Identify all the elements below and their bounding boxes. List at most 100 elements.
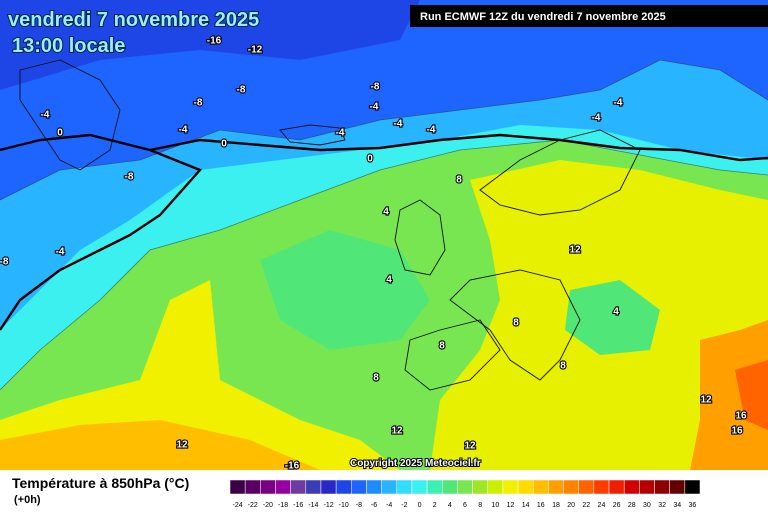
map-title: vendredi 7 novembre 2025 xyxy=(8,9,259,31)
colorbar-swatch xyxy=(366,479,382,495)
britain-coast xyxy=(394,199,446,276)
colorbar-label: -14 xyxy=(308,502,318,509)
colorbar-label: -4 xyxy=(386,502,392,509)
colorbar: -24 -22 -20 -18 -16 -14 -12 -10 -8 -6 -4 -2 0 2 4 6 8 10 1… xyxy=(229,479,701,509)
colorbar-label: 18 xyxy=(552,502,560,509)
colorbar-label: -20 xyxy=(263,502,273,509)
contour-label: 8 xyxy=(513,318,519,329)
colorbar-swatch xyxy=(548,479,564,495)
contour-label: 0 xyxy=(367,154,373,165)
contour-label: 12 xyxy=(464,441,476,452)
legend-step: (+0h) xyxy=(14,494,41,506)
contour-label: 12 xyxy=(569,245,581,256)
contour-label: 8 xyxy=(439,341,445,352)
contour-label: -4 xyxy=(336,128,345,139)
colorbar-label: -12 xyxy=(323,502,333,509)
run-box xyxy=(410,5,768,27)
south-hot xyxy=(0,420,320,470)
colorbar-label: 14 xyxy=(522,502,530,509)
colorbar-swatch xyxy=(532,479,549,495)
colorbar-swatch xyxy=(290,479,307,495)
contour-label: 4 xyxy=(613,307,619,318)
colorbar-swatch xyxy=(396,479,413,495)
map xyxy=(0,0,768,470)
contour-label: -16 xyxy=(207,36,222,47)
colorbar-swatch xyxy=(669,479,686,495)
contour-label: -8 xyxy=(125,172,134,183)
contour-label: 4 xyxy=(383,207,389,218)
colorbar-swatch xyxy=(381,479,398,495)
east-hotter xyxy=(735,360,768,430)
colorbar-label: 26 xyxy=(613,502,621,509)
contour-label: 12 xyxy=(700,395,712,406)
contour-labels: -16 -12 -8 -4 -8 -8 -4 0 -4 -4 -4 0 -4 -… xyxy=(0,35,748,473)
south-warm xyxy=(0,280,400,470)
colorbar-label: 6 xyxy=(463,502,467,509)
colorbar-label: -6 xyxy=(371,502,377,509)
colorbar-label: 20 xyxy=(567,502,575,509)
isotherm xyxy=(0,59,768,201)
contour-label: -4 xyxy=(56,247,65,258)
colorbar-label: 28 xyxy=(628,502,636,509)
contour-label: -12 xyxy=(248,45,263,56)
iberia-coast xyxy=(404,319,501,391)
colorbar-swatch xyxy=(335,479,352,495)
contour-label: 0 xyxy=(57,128,63,139)
colorbar-swatch xyxy=(623,479,640,495)
colorbar-swatch xyxy=(411,479,428,495)
colorbar-swatch xyxy=(457,479,473,495)
colorbar-swatch xyxy=(684,479,701,495)
contour-label: -4 xyxy=(614,98,623,109)
colorbar-swatch xyxy=(275,479,291,495)
contour-label: 8 xyxy=(456,175,462,186)
colorbar-swatch xyxy=(639,479,655,495)
colorbar-label: 2 xyxy=(433,502,437,509)
colorbar-swatch xyxy=(244,479,261,495)
colorbar-swatch xyxy=(517,479,534,495)
colorbar-label: -16 xyxy=(293,502,303,509)
contour-label: -8 xyxy=(371,82,380,93)
colorbar-label: 32 xyxy=(658,502,666,509)
colorbar-label: -24 xyxy=(233,502,243,509)
colorbar-swatch xyxy=(472,479,488,495)
contour-label: 12 xyxy=(176,440,188,451)
colorbar-label: 22 xyxy=(582,502,590,509)
contour-label: 8 xyxy=(373,373,379,384)
isotherm xyxy=(0,139,768,391)
colorbar-label: -18 xyxy=(278,502,288,509)
carpathian-cool xyxy=(565,280,660,355)
copyright: Copyright 2025 Meteociel.fr xyxy=(350,458,481,469)
contour-label: 8 xyxy=(560,361,566,372)
colorbar-label: 24 xyxy=(598,502,606,509)
contour-label: -4 xyxy=(427,125,436,136)
colorbar-swatch xyxy=(351,479,367,495)
colorbar-label: -2 xyxy=(401,502,407,509)
contour-label: 4 xyxy=(386,275,392,286)
colorbar-swatch xyxy=(305,479,322,495)
contour-label: 12 xyxy=(391,426,403,437)
contour-label: -8 xyxy=(237,85,246,96)
colorbar-label: -8 xyxy=(356,502,362,509)
colorbar-swatch xyxy=(260,479,276,495)
colorbar-swatch xyxy=(442,479,458,495)
contour-label: -8 xyxy=(0,257,9,268)
colorbar-label: -10 xyxy=(339,502,349,509)
contour-label: -4 xyxy=(179,125,188,136)
colorbar-label: 34 xyxy=(673,502,681,509)
cold-area xyxy=(0,0,420,90)
colorbar-swatch xyxy=(502,479,519,495)
colorbar-swatch xyxy=(654,479,670,495)
contour-label: -4 xyxy=(394,119,403,130)
colorbar-swatch xyxy=(578,479,595,495)
colorbar-swatch xyxy=(426,479,443,495)
colorbar-label: 16 xyxy=(537,502,545,509)
colorbar-label: 12 xyxy=(507,502,515,509)
colorbar-swatch xyxy=(229,479,246,495)
contour-label: -4 xyxy=(41,110,50,121)
zero-isotherm xyxy=(0,133,768,162)
contour-label: -4 xyxy=(592,113,601,124)
green-core xyxy=(260,230,430,350)
colorbar-swatch xyxy=(593,479,610,495)
colorbar-label: 8 xyxy=(478,502,482,509)
